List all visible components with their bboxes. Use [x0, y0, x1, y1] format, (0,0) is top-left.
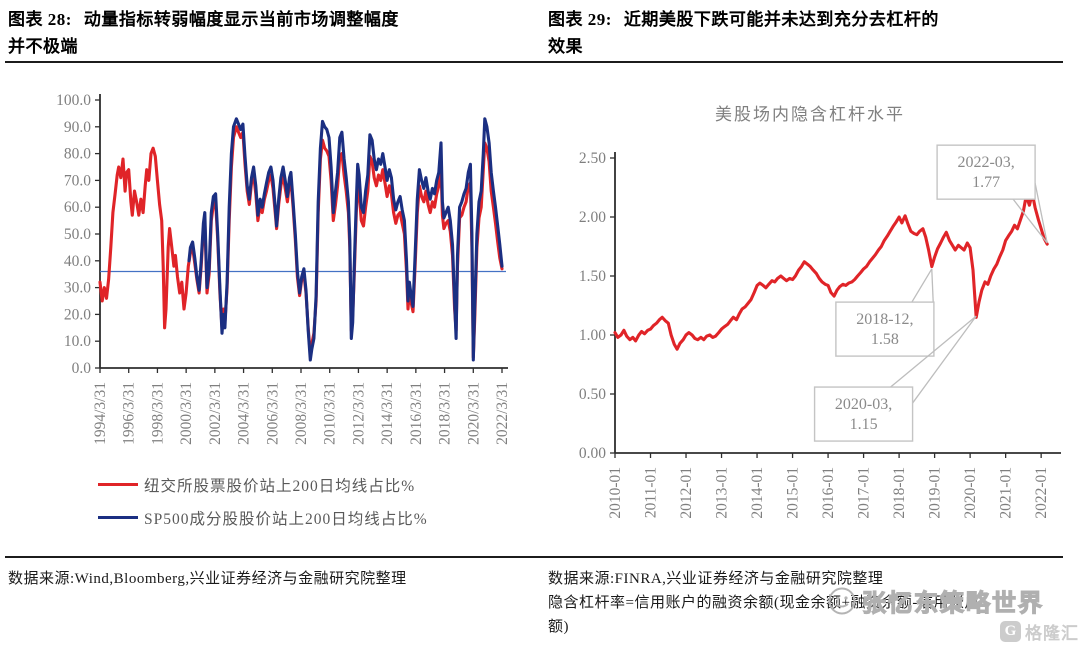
legend-item-nyse: 纽交所股票股价站上200日均线占比% — [98, 468, 428, 501]
y-tick-label: 0.0 — [72, 360, 92, 377]
y-tick-label: 0.50 — [579, 386, 606, 403]
annotation-text: 2022-03, 1.77 — [957, 154, 1014, 191]
nyse-legend-label: 纽交所股票股价站上200日均线占比% — [144, 477, 416, 495]
x-tick-label: 2016-01 — [820, 467, 837, 519]
y-tick-label: 2.00 — [579, 209, 606, 226]
watermark: 张忆东策略世界 — [826, 583, 1044, 618]
annotation-box — [936, 144, 1036, 200]
nyse-line-swatch — [98, 483, 138, 486]
x-tick-label: 2018-01 — [891, 467, 908, 519]
x-tick-label: 2016/3/31 — [408, 382, 425, 445]
watermark-text: 张忆东策略世界 — [861, 590, 1044, 617]
annotation-leader — [1012, 198, 1048, 244]
x-tick-label: 2008/3/31 — [293, 382, 310, 445]
annotation-box — [813, 386, 914, 442]
x-tick-label: 2012/3/31 — [350, 382, 367, 445]
wechat-stamp-icon — [828, 587, 856, 614]
left-chart-legend: 纽交所股票股价站上200日均线占比% SP500成分股股价站上200日均线占比% — [98, 468, 428, 534]
x-tick-label: 2017-01 — [856, 467, 873, 519]
series-line-1 — [187, 117, 504, 362]
x-tick-label: 2000/3/31 — [178, 382, 195, 445]
gelonghui-logo-text: 格隆汇 — [1025, 624, 1079, 643]
right-figure-label: 图表 29: — [548, 10, 612, 29]
x-tick-label: 2010/3/31 — [322, 382, 339, 445]
x-tick-label: 2012-01 — [678, 467, 695, 519]
x-tick-label: 1996/3/31 — [121, 382, 138, 445]
right-chart-title: 美股场内隐含杠杆水平 — [715, 105, 905, 124]
x-tick-label: 2006/3/31 — [264, 382, 281, 445]
sp500-line-swatch — [98, 516, 138, 519]
x-tick-label: 2018/3/31 — [437, 382, 454, 445]
left-figure-title-line1: 动量指标转弱幅度显示当前市场调整幅度 — [83, 10, 399, 29]
annotation-leader — [890, 315, 977, 388]
x-tick-label: 2020/3/31 — [465, 382, 482, 445]
x-tick-label: 2004/3/31 — [236, 382, 253, 445]
sp500-legend-label: SP500成分股股价站上200日均线占比% — [144, 510, 428, 528]
x-tick-label: 2014-01 — [749, 467, 766, 519]
source-divider-rule — [5, 556, 1063, 558]
right-source-note: 数据来源:FINRA,兴业证券经济与金融研究院整理 隐含杠杆率=信用账户的融资余… — [548, 567, 1072, 639]
left-chart-svg: 0.0 10.0 20.0 30.0 40.0 50.0 60.0 70.0 80.0 90.0 1… — [56, 92, 511, 445]
right-figure-title-line2: 效果 — [548, 37, 583, 56]
right-source-line1: 数据来源:FINRA,兴业证券经济与金融研究院整理 — [548, 571, 884, 587]
x-tick-label: 1998/3/31 — [149, 382, 166, 445]
annotation-text: 2018-12, 1.58 — [856, 311, 913, 348]
right-figure-title: 图表 29: 近期美股下跌可能并未达到充分去杠杆的 效果 — [548, 6, 1072, 60]
x-tick-label: 2020-01 — [962, 467, 979, 519]
left-figure-title-line2: 并不极端 — [8, 37, 78, 56]
y-tick-label: 70.0 — [64, 172, 91, 189]
y-tick-label: 2.50 — [579, 150, 606, 167]
x-tick-label: 2019-01 — [927, 467, 944, 519]
annotation-leader — [1034, 183, 1048, 244]
y-tick-label: 0.00 — [579, 445, 606, 462]
x-tick-label: 1994/3/31 — [92, 382, 109, 445]
y-tick-label: 1.00 — [579, 327, 606, 344]
x-tick-label: 2022-01 — [1033, 467, 1050, 519]
series-line-0 — [613, 191, 1049, 351]
annotation-box — [835, 301, 935, 357]
x-tick-label: 2015-01 — [785, 467, 802, 519]
annotation-text: 2020-03, 1.15 — [835, 396, 892, 433]
right-chart-svg: 0.00 0.50 1.00 1.50 2.00 2.50 2010-01 2011-01 20… — [579, 144, 1061, 519]
right-source-line3: 额) — [548, 619, 569, 635]
gelonghui-icon: G — [1000, 621, 1021, 642]
title-divider-rule — [5, 61, 1063, 63]
left-source-note: 数据来源:Wind,Bloomberg,兴业证券经济与金融研究院整理 — [8, 571, 407, 587]
y-tick-label: 40.0 — [64, 253, 91, 270]
annotation-leader — [911, 268, 933, 303]
y-tick-label: 50.0 — [64, 226, 91, 243]
x-tick-label: 2010-01 — [607, 467, 624, 519]
y-tick-label: 20.0 — [64, 306, 91, 323]
y-tick-label: 80.0 — [64, 146, 91, 163]
x-tick-label: 2014/3/31 — [379, 382, 396, 445]
left-figure-label: 图表 28: — [8, 10, 72, 29]
left-figure-title: 图表 28: 动量指标转弱幅度显示当前市场调整幅度 并不极端 — [8, 6, 508, 60]
right-figure-title-line1: 近期美股下跌可能并未达到充分去杠杆的 — [623, 10, 939, 29]
x-tick-label: 2002/3/31 — [207, 382, 224, 445]
x-tick-label: 2013-01 — [714, 467, 731, 519]
y-tick-label: 10.0 — [64, 333, 91, 350]
y-tick-label: 1.50 — [579, 268, 606, 285]
annotation-leader — [912, 315, 977, 404]
x-tick-label: 2021-01 — [998, 467, 1015, 519]
x-tick-label: 2011-01 — [643, 467, 660, 518]
y-tick-label: 90.0 — [64, 119, 91, 136]
legend-item-sp500: SP500成分股股价站上200日均线占比% — [98, 501, 428, 534]
y-tick-label: 60.0 — [64, 199, 91, 216]
gelonghui-logo: G 格隆汇 — [1000, 619, 1079, 644]
y-tick-label: 30.0 — [64, 280, 91, 297]
right-source-line2: 隐含杠杆率=信用账户的融资余额(现金余额+融资余额-信用账户 — [548, 595, 980, 611]
y-tick-label: 100.0 — [56, 92, 91, 109]
x-tick-label: 2022/3/31 — [494, 382, 511, 445]
